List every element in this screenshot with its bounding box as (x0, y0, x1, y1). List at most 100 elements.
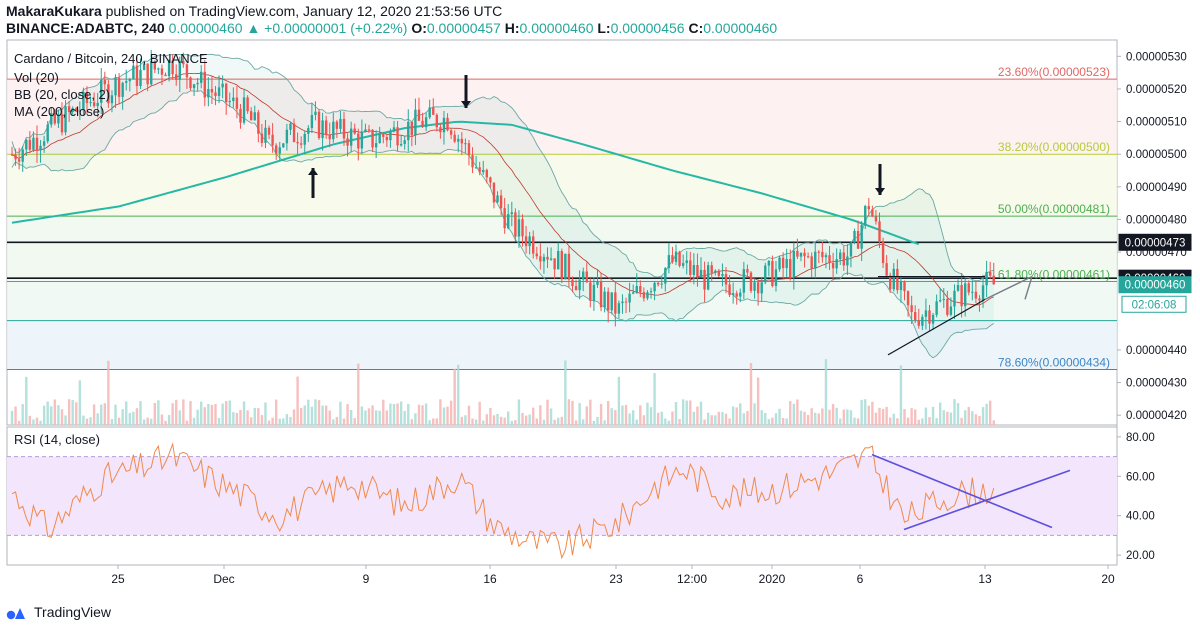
candle-body (242, 97, 246, 123)
candle-body (521, 219, 524, 237)
volume-bar (939, 402, 942, 425)
rsi-title: RSI (14, close) (14, 432, 100, 447)
candle-body (664, 268, 667, 284)
candle-body (771, 261, 774, 286)
volume-bar (203, 407, 206, 425)
candle-body (631, 292, 635, 294)
volume-bar (681, 399, 685, 425)
volume-bar (892, 413, 895, 425)
volume-bar (881, 408, 885, 425)
candle-body (728, 284, 731, 295)
candle-body (624, 301, 628, 303)
candle-body (914, 312, 917, 321)
volume-bar (721, 411, 724, 425)
volume-bar (714, 415, 717, 425)
volume-bar (967, 407, 970, 425)
candle-body (321, 120, 324, 139)
candle-body (110, 95, 114, 104)
candle-body (731, 293, 735, 295)
volume-bar (274, 399, 278, 425)
volume-bar (914, 409, 917, 425)
volume-bar (128, 412, 132, 425)
volume-bar (617, 376, 621, 425)
price-chart[interactable]: 23.60%(0.00000523) 38.20%(0.00000500) 50.0… (0, 38, 1200, 600)
volume-bar (603, 420, 606, 425)
volume-bar (792, 403, 796, 425)
rsi-tick-label: 20.00 (1126, 550, 1155, 562)
volume-bar (121, 409, 124, 425)
volume-bar (671, 411, 674, 425)
support-trendline (887, 298, 986, 356)
volume-bar (621, 405, 624, 425)
volume-bar (235, 412, 239, 425)
volume-bar (910, 408, 913, 425)
time-tick-label: 20 (1101, 572, 1115, 586)
volume-bar (635, 419, 638, 425)
candle-body (942, 298, 945, 301)
volume-bar (567, 399, 571, 425)
candle-body (806, 256, 810, 258)
volume-bar (510, 420, 513, 425)
candle-body (139, 69, 142, 87)
volume-bar (332, 419, 335, 425)
volume-bar (842, 409, 846, 425)
volume-bar (385, 410, 389, 425)
volume-bar (28, 415, 32, 425)
candle-body (606, 291, 610, 311)
candle-body (164, 74, 167, 77)
price-legend: Cardano / Bitcoin, 240, BINANCE Vol (20)… (14, 51, 208, 119)
candle-body (310, 114, 314, 129)
volume-bar (856, 418, 860, 425)
fib-zone (7, 154, 1117, 217)
legend-title: Cardano / Bitcoin, 240, BINANCE (14, 51, 208, 66)
volume-bar (367, 408, 371, 425)
candle-body (628, 293, 631, 303)
volume-bar (414, 413, 417, 425)
low-value: 0.00000456 (610, 20, 685, 36)
candle-body (549, 258, 553, 260)
candle-body (478, 167, 481, 173)
candle-body (546, 256, 549, 260)
volume-bar (417, 404, 421, 425)
volume-bar (963, 410, 967, 425)
candle-body (200, 71, 203, 83)
candle-body (117, 77, 121, 97)
close-label: C: (688, 20, 704, 36)
candle-body (314, 111, 317, 115)
candle-body (289, 123, 292, 130)
volume-bar (157, 400, 160, 425)
time-tick-label: 2020 (759, 572, 786, 586)
volume-bar (656, 412, 660, 425)
volume-bar (946, 411, 949, 425)
candle-body (328, 134, 331, 140)
candle-body (567, 253, 571, 280)
volume-bar (735, 407, 738, 425)
candle-body (974, 291, 978, 299)
volume-bar (246, 410, 249, 425)
volume-bar (985, 403, 988, 425)
annotation-arrowhead (875, 188, 885, 195)
candle-body (681, 263, 685, 266)
volume-bar (242, 401, 246, 425)
volume-bar (210, 404, 214, 425)
candle-body (221, 83, 224, 88)
candle-body (203, 71, 206, 98)
volume-bar (82, 415, 85, 425)
volume-bar (317, 400, 321, 425)
volume-bar (167, 414, 171, 425)
candle-body (864, 206, 867, 225)
candle-body (564, 253, 567, 280)
time-tick-label: 23 (609, 572, 623, 586)
author-name[interactable]: MakaraKukara (6, 3, 102, 19)
candle-body (185, 64, 189, 78)
volume-bar (260, 415, 264, 425)
ohlc-line: BINANCE:ADABTC, 240 0.00000460 ▲ +0.0000… (6, 20, 1196, 37)
candle-body (660, 283, 663, 285)
price-tick-label: 0.00000430 (1126, 378, 1187, 390)
volume-bar (46, 401, 49, 425)
price-tag-box (1118, 276, 1192, 294)
price-tick-label: 0.00000420 (1126, 410, 1187, 422)
footer-brand[interactable]: TradingView (34, 604, 112, 620)
volume-bar (307, 399, 310, 425)
candle-body (589, 282, 592, 301)
